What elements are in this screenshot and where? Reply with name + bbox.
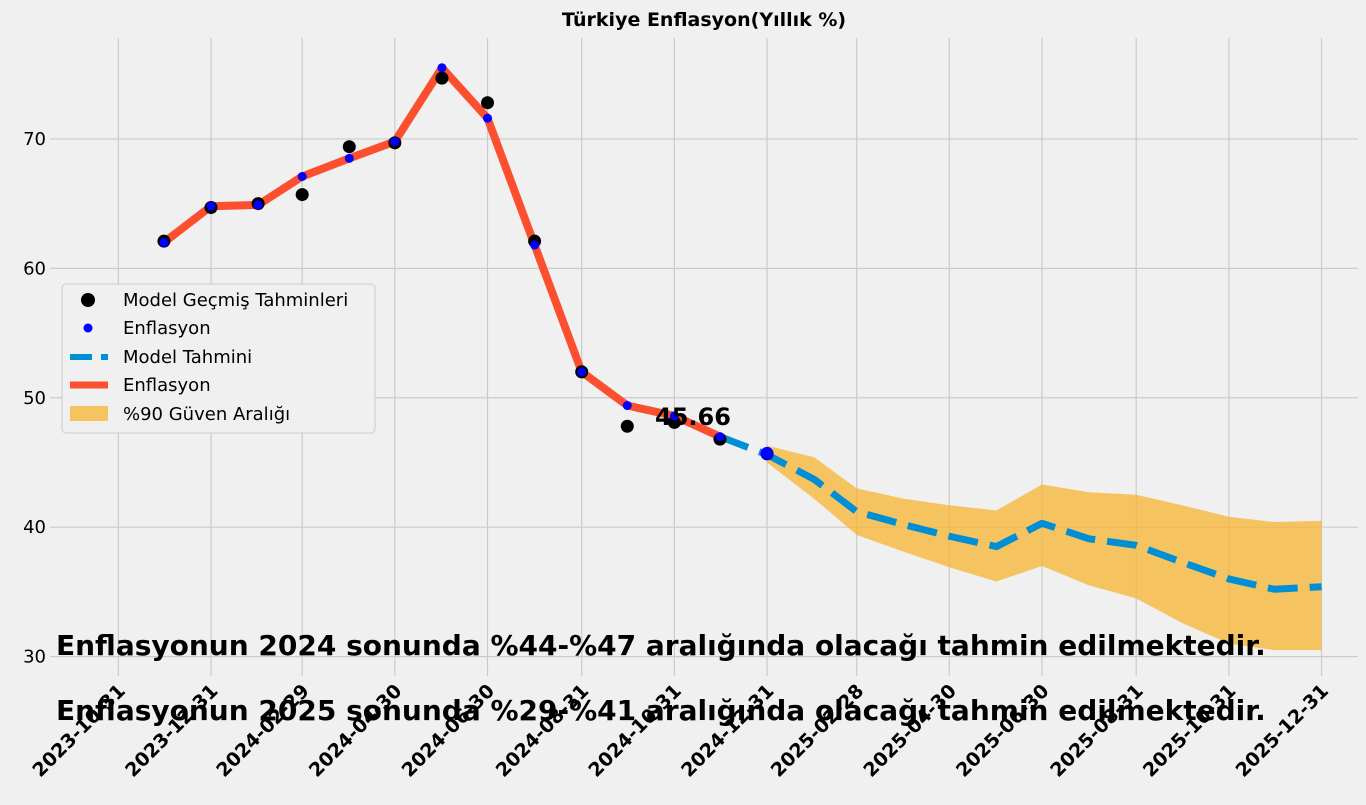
y-axis-ticks: 30 40 50 60 70 [23, 129, 46, 668]
chart-title: Türkiye Enflasyon(Yıllık %) [562, 9, 846, 31]
actual-point [297, 171, 307, 181]
legend: Model Geçmiş Tahminleri Enflasyon Model … [61, 283, 376, 434]
history-point [481, 96, 495, 110]
actual-point [669, 411, 679, 421]
legend-item-band: %90 Güven Aralığı [70, 404, 290, 425]
note-2025: Enflasyonun 2025 sonunda %29-%41 aralığı… [56, 694, 1266, 727]
y-tick-label: 30 [23, 647, 46, 668]
point-layer [157, 63, 774, 461]
y-tick-label: 70 [23, 129, 46, 150]
y-tick-label: 40 [23, 517, 46, 538]
actual-point [622, 401, 632, 411]
history-point [620, 419, 634, 433]
legend-marker-actual-points [83, 323, 93, 333]
legend-label-band: %90 Güven Aralığı [123, 404, 290, 425]
actual-point [437, 63, 447, 73]
legend-label-history: Model Geçmiş Tahminleri [123, 290, 348, 311]
actual-point [344, 153, 354, 163]
actual-point [715, 432, 725, 442]
annotation-label: 45.66 [655, 403, 731, 431]
confidence-band [767, 445, 1322, 651]
y-tick-label: 50 [23, 388, 46, 409]
legend-item-history: Model Geçmiş Tahminleri [81, 290, 348, 311]
actual-point [253, 200, 263, 210]
actual-point [483, 113, 493, 123]
actual-point [159, 237, 169, 247]
legend-label-actual-points: Enflasyon [123, 318, 211, 339]
actual-point [206, 201, 216, 211]
actual-point [577, 367, 587, 377]
note-2024: Enflasyonun 2024 sonunda %44-%47 aralığı… [56, 629, 1266, 662]
forecast-line [718, 433, 1322, 593]
legend-item-forecast: Model Tahmini [70, 347, 252, 368]
confidence-band-layer [767, 445, 1322, 651]
legend-marker-history [81, 293, 95, 307]
actual-point [390, 137, 400, 147]
actual-point [760, 446, 774, 460]
legend-frame [61, 283, 376, 434]
legend-label-forecast: Model Tahmini [123, 347, 252, 368]
legend-label-actual-line: Enflasyon [123, 375, 211, 396]
y-tick-label: 60 [23, 258, 46, 279]
legend-item-actual-line: Enflasyon [70, 375, 211, 396]
legend-marker-band [70, 406, 108, 421]
history-point [667, 415, 681, 429]
history-point [435, 71, 449, 85]
history-point [342, 140, 356, 154]
history-point [295, 188, 309, 202]
legend-item-actual-points: Enflasyon [83, 318, 211, 339]
actual-point [530, 240, 540, 250]
